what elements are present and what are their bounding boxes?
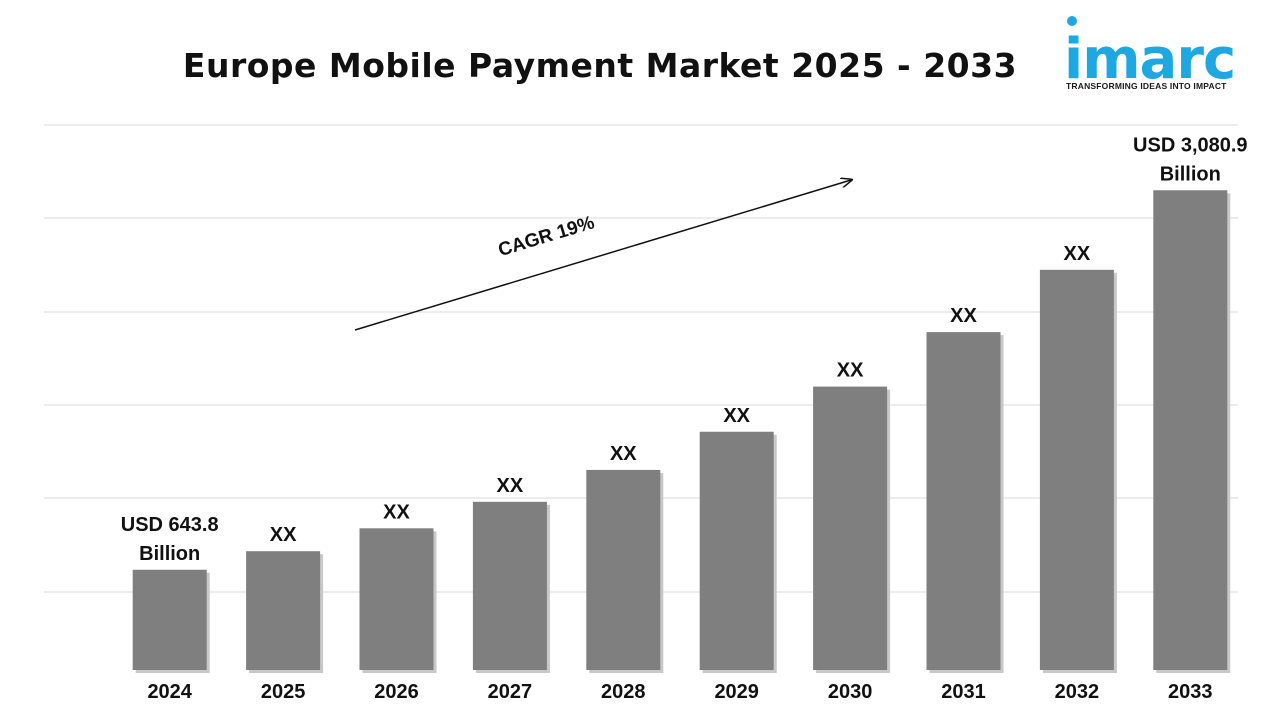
x-tick-label: 2031: [941, 681, 986, 703]
data-label: XX: [950, 305, 977, 327]
data-label: XX: [497, 475, 524, 497]
bar: [586, 469, 661, 670]
data-label: USD 3,080.9: [1133, 134, 1248, 156]
chart-title: Europe Mobile Payment Market 2025 - 2033: [182, 46, 1018, 85]
bar: [359, 528, 434, 670]
data-label: XX: [270, 524, 297, 546]
logo-tagline: TRANSFORMING IDEAS INTO IMPACT: [1066, 81, 1227, 91]
data-label: XX: [723, 405, 750, 427]
cagr-arrow: [354, 180, 851, 331]
x-tick-label: 2024: [147, 681, 192, 703]
imarc-logo: imarc TRANSFORMING IDEAS INTO IMPACT: [1060, 14, 1250, 94]
x-tick-label: 2029: [714, 681, 759, 703]
x-tick-label: 2025: [261, 681, 306, 703]
bar: [1039, 269, 1114, 670]
x-tick-label: 2030: [828, 681, 873, 703]
bar: [699, 431, 774, 670]
data-label: XX: [837, 360, 864, 382]
data-label: USD 643.8: [121, 514, 219, 536]
x-tick-label: 2026: [374, 681, 419, 703]
data-label: XX: [383, 501, 410, 523]
data-label: XX: [1064, 243, 1091, 265]
cagr-label: CAGR 19%: [496, 212, 597, 261]
bar: [1153, 190, 1228, 670]
x-tick-label: 2033: [1168, 681, 1213, 703]
logo-wordmark: imarc: [1064, 27, 1236, 92]
bar: [472, 501, 547, 670]
bar: [926, 332, 1001, 670]
bar: [132, 569, 207, 670]
data-label: Billion: [1160, 163, 1221, 185]
x-tick-label: 2027: [488, 681, 533, 703]
x-tick-label: 2032: [1055, 681, 1100, 703]
x-tick-label: 2028: [601, 681, 646, 703]
data-label: Billion: [139, 543, 200, 565]
data-label: XX: [610, 443, 637, 465]
bar: [813, 386, 888, 670]
logo-dot: [1067, 16, 1077, 26]
bar: [246, 551, 321, 670]
